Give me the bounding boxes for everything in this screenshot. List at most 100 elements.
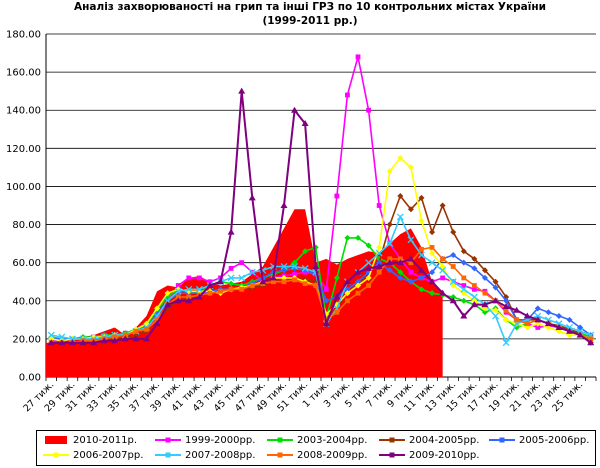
y-tick-label: 140.00 (6, 106, 41, 117)
series-2009-2010-line (51, 91, 592, 344)
legend-swatch (379, 452, 405, 458)
legend-label: 2006-2007рр. (73, 450, 144, 461)
series-2009-2010-point (132, 335, 140, 342)
series-1999-2000-point (376, 203, 382, 208)
series-2008-2009-point (387, 256, 393, 262)
series-2003-2004-point (228, 280, 235, 287)
series-2007-2008-point (365, 259, 373, 267)
series-1999-2000-point (355, 54, 361, 60)
series-2005-2006-point (323, 297, 330, 304)
legend-item: 2010-2011р. (43, 434, 137, 448)
series-2008-2009-point (514, 317, 520, 323)
series-2009-2010-point (79, 339, 87, 346)
series-2004-2005-point (450, 229, 457, 236)
series-2006-2007-point (418, 217, 425, 224)
y-tick-label: 40.00 (12, 296, 41, 307)
series-2005-2006-point (471, 265, 478, 272)
series-2009-2010-point (587, 339, 595, 346)
series-2008-2009-point (207, 290, 213, 296)
series-2003-2004-point (302, 248, 309, 255)
series-2007-2008-point (185, 285, 193, 293)
series-2007-2008-point (301, 264, 309, 272)
series-2004-2005-point (471, 255, 478, 262)
series-2009-2010-point (153, 320, 161, 327)
series-2008-2009-point (112, 334, 118, 340)
series-2009-2010-point (47, 339, 55, 346)
chart-title-line1: Аналіз захворюваності на грип та інші ГР… (74, 1, 546, 13)
series-2008-2009-point (334, 309, 340, 315)
series-2004-2005-point (386, 221, 393, 228)
series-2007-2008-point (428, 259, 436, 267)
series-2005-2006-point (555, 313, 562, 320)
series-2005-2006-point (376, 259, 383, 266)
series-1999-2000-point (228, 265, 234, 271)
series-2009-2010-point (534, 316, 542, 323)
y-tick-label: 120.00 (6, 144, 41, 155)
series-2007-2008-point (375, 249, 383, 257)
series-2009-2010-point (470, 301, 478, 308)
series-1999-2000-point (345, 92, 350, 98)
legend-label: 2008-2009рр. (297, 450, 368, 461)
series-2009-2010-point (195, 293, 203, 300)
series-2009-2010-point (386, 259, 394, 266)
series-2009-2010-point (407, 255, 415, 262)
series-2003-2004-point (333, 274, 340, 281)
series-2007-2008-point (396, 213, 404, 221)
series-2009-2010-point (217, 278, 225, 285)
series-2009-2010-point (269, 274, 277, 281)
legend-label: 2005-2006рр. (519, 435, 590, 446)
series-2003-2004-point (397, 269, 404, 276)
series-1999-2000-point (196, 275, 202, 281)
series-2008-2009-point (524, 321, 530, 327)
series-2006-2007-point (376, 244, 383, 251)
legend-swatch (43, 452, 69, 458)
series-2006-2007-point (492, 307, 499, 314)
legend-label: 1999-2000рр. (185, 435, 256, 446)
series-2009-2010-point (280, 202, 288, 208)
series-2003-2004-point (450, 293, 457, 300)
series-2006-2007-point (154, 305, 161, 312)
series-2006-2007-point (355, 282, 362, 289)
legend-item: 2006-2007рр. (43, 449, 143, 463)
y-tick-label: 160.00 (6, 68, 41, 79)
series-2008-2009-point (345, 298, 350, 304)
series-2005-2006-point (429, 269, 436, 276)
series-2008-2009-point (271, 279, 276, 285)
series-2005-2006-point (503, 297, 510, 304)
series-2008-2009-point (281, 279, 287, 285)
series-1999-2000-point (366, 107, 371, 113)
series-2008-2009-point (154, 317, 160, 323)
legend-label: 2009-2010рр. (409, 450, 480, 461)
series-2006-2007-point (365, 274, 372, 281)
series-2007-2008-point (174, 287, 182, 295)
series-2008-2009-point (122, 332, 128, 338)
series-1999-2000-point (461, 283, 467, 288)
series-2009-2010-point (396, 259, 404, 266)
series-2009-2010-point (375, 262, 383, 269)
series-2008-2009-point (419, 246, 424, 252)
legend-swatch (489, 437, 515, 443)
series-2009-2010-point (291, 106, 299, 113)
series-2004-2005-point (407, 206, 414, 213)
series-2008-2009-point (302, 281, 308, 287)
legend-swatch (379, 437, 405, 443)
series-2008-2009-point (471, 283, 477, 288)
y-tick-label: 60.00 (12, 258, 41, 269)
y-tick-label: 100.00 (6, 182, 41, 193)
series-2009-2010-point (142, 335, 150, 342)
series-2008-2009-point (408, 260, 414, 266)
series-1999-2000-point (207, 279, 213, 285)
series-2008-2009-point (355, 290, 361, 296)
series-2009-2010-point (206, 282, 214, 289)
y-tick-label: 180.00 (6, 30, 41, 41)
series-2008-2009-point (292, 277, 297, 283)
series-2007-2008-point (492, 312, 499, 320)
legend-item: 2003-2004рр. (267, 434, 367, 448)
series-2007-2008-point (280, 263, 288, 270)
series-2007-2008-point (291, 263, 299, 270)
series-2009-2010-point (523, 312, 531, 319)
series-2003-2004-point (344, 234, 351, 241)
series-2003-2004-point (418, 286, 425, 293)
series-2009-2010-point (460, 312, 468, 319)
plot-area: 0.00 20.00 40.00 60.00 80.00 100.00 120.00 140.… (6, 30, 597, 414)
